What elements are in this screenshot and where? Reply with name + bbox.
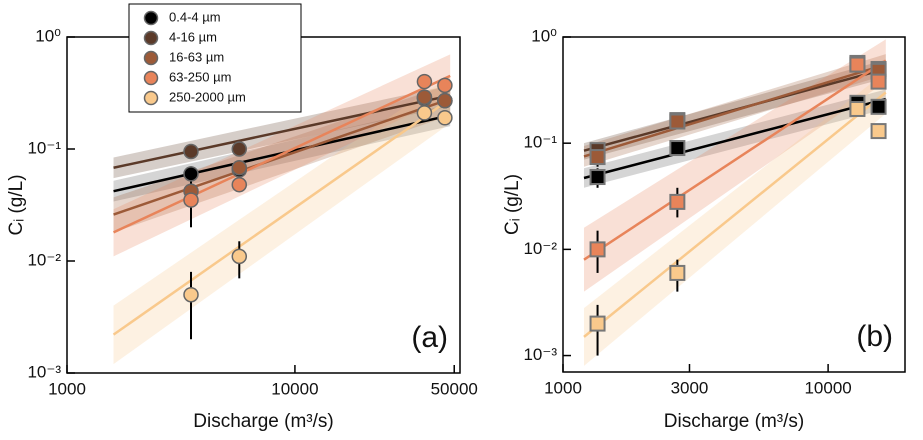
fit-line xyxy=(112,97,451,336)
confidence-band xyxy=(583,39,886,292)
point xyxy=(231,176,248,193)
point xyxy=(870,123,887,140)
x-axis-title: Discharge (m³/s) xyxy=(664,411,804,432)
legend-marker xyxy=(143,30,159,46)
point xyxy=(669,140,686,157)
x-axis-title: Discharge (m³/s) xyxy=(193,411,333,432)
plot-area xyxy=(583,39,887,366)
y-axis-title: Cᵢ (g/L) xyxy=(6,174,27,235)
axes-frame xyxy=(562,36,906,373)
fit-line xyxy=(583,97,887,180)
y-tick-label: 10⁰ xyxy=(531,26,557,45)
point xyxy=(849,100,866,117)
point xyxy=(416,105,433,121)
fit-line xyxy=(113,97,451,216)
x-tick-label: 1000 xyxy=(544,378,582,397)
legend-label: 4-16 µm xyxy=(169,29,217,44)
y-tick-label: 10⁻¹ xyxy=(523,133,557,152)
point xyxy=(669,113,686,130)
y-tick-label: 10⁻² xyxy=(523,239,557,258)
point xyxy=(183,143,199,160)
legend-marker xyxy=(143,50,159,66)
y-tick-label: 10⁰ xyxy=(35,26,61,45)
x-tick-label: 10000 xyxy=(804,378,851,397)
panel-label: (a) xyxy=(411,321,448,354)
point xyxy=(870,98,887,115)
x-tick-label: 1000 xyxy=(48,379,86,398)
panel-label: (b) xyxy=(856,320,893,353)
x-tick-label: 50000 xyxy=(431,379,478,398)
point xyxy=(416,73,433,90)
point xyxy=(231,248,248,265)
fit-line xyxy=(113,94,451,169)
confidence-band xyxy=(113,84,451,233)
point xyxy=(183,166,199,182)
y-tick-label: 10⁻³ xyxy=(27,362,61,381)
point xyxy=(416,89,433,105)
point xyxy=(437,77,453,94)
fit-line xyxy=(112,74,451,234)
fit-line xyxy=(583,59,887,261)
y-tick-label: 10⁻² xyxy=(27,250,61,269)
legend-label: 16-63 µm xyxy=(169,49,224,64)
x-tick-label: 10000 xyxy=(271,379,318,398)
point xyxy=(589,149,606,166)
point xyxy=(437,110,453,126)
point xyxy=(589,169,606,186)
y-tick-label: 10⁻¹ xyxy=(27,138,61,157)
point xyxy=(589,241,606,258)
point xyxy=(183,192,199,208)
legend-marker xyxy=(143,90,159,106)
legend-marker xyxy=(143,10,159,26)
point xyxy=(231,160,248,176)
legend-label: 63-250 µm xyxy=(169,69,231,84)
legend-marker xyxy=(143,70,159,86)
point xyxy=(849,56,866,73)
fit-line xyxy=(583,63,887,158)
y-axis-title: Cᵢ (g/L) xyxy=(502,174,523,235)
point xyxy=(669,193,686,210)
x-tick-label: 3000 xyxy=(671,378,709,397)
point xyxy=(437,92,453,109)
y-tick-label: 10⁻³ xyxy=(523,345,557,364)
legend-label: 250-2000 µm xyxy=(169,89,246,104)
point xyxy=(669,264,686,281)
point xyxy=(231,141,248,157)
legend-label: 0.4-4 µm xyxy=(169,9,221,24)
fit-line xyxy=(583,91,887,338)
point xyxy=(870,73,887,90)
point xyxy=(589,315,606,332)
point xyxy=(183,286,199,303)
confidence-band xyxy=(583,71,886,366)
